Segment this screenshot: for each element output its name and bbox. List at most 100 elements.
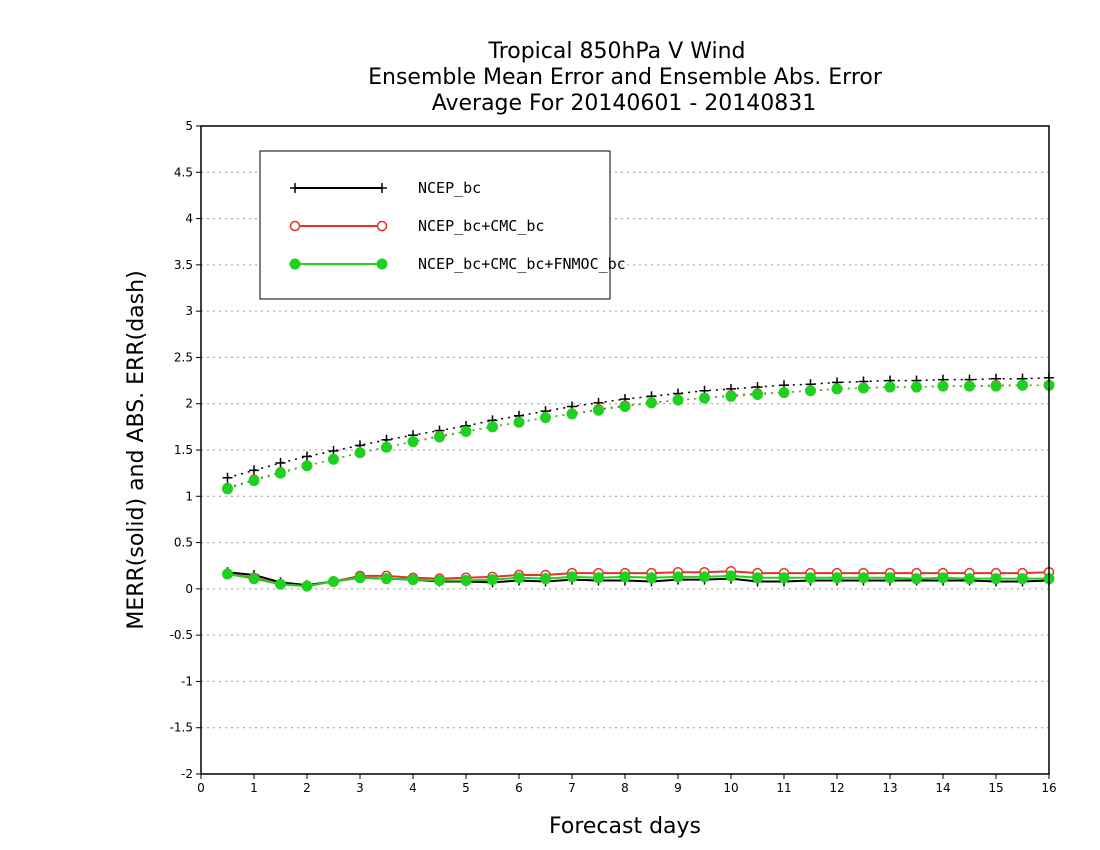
- series-3-abs-error-point: [964, 380, 975, 392]
- y-tick-label: 3.5: [174, 258, 193, 272]
- series-3-merr-point: [434, 575, 445, 587]
- legend: NCEP_bc NCEP_bc+CMC_bc NCEP_bc+CMC_bc+FNMO…: [259, 150, 626, 300]
- series-3-merr-point: [566, 571, 578, 583]
- series-3-abs-error-point: [248, 475, 260, 487]
- series-3-abs-error-point: [646, 397, 657, 409]
- legend-right-point: [376, 220, 388, 232]
- y-tick-label: 2.5: [174, 350, 193, 364]
- series-3-abs-error-point: [487, 421, 498, 433]
- series-3-merr-point: [858, 572, 869, 584]
- x-tick-label: 9: [674, 781, 682, 795]
- x-tick-label: 11: [776, 781, 791, 795]
- x-axis-label: Forecast days: [549, 814, 701, 839]
- series-3-abs-error-point: [937, 380, 949, 392]
- legend-left-point: [289, 258, 301, 270]
- x-tick-label: 3: [356, 781, 364, 795]
- plot-area: [200, 125, 1050, 775]
- series-3-merr-point: [540, 573, 551, 585]
- series-3-merr-point: [911, 573, 922, 585]
- series-3-abs-error-point: [354, 447, 366, 459]
- legend-box: [259, 150, 611, 300]
- series-3-abs-error-point: [990, 380, 1002, 392]
- series-3-merr-point: [778, 572, 790, 584]
- x-tick-label: 13: [882, 781, 897, 795]
- y-tick-label: 0: [185, 582, 193, 596]
- series-3-merr-point: [593, 572, 604, 584]
- series-3-abs-error-point: [275, 467, 286, 479]
- x-tick-label: 10: [723, 781, 738, 795]
- x-tick-label: 5: [462, 781, 470, 795]
- series-1-abs-error-point: [275, 457, 286, 468]
- series-3-abs-error-point: [328, 453, 339, 465]
- y-tick-label: 3: [185, 304, 193, 318]
- legend-label: NCEP_bc+CMC_bc+FNMOC_bc: [418, 255, 626, 273]
- legend-item-3: NCEP_bc+CMC_bc+FNMOC_bc: [289, 255, 626, 273]
- x-tick-label: 0: [197, 781, 205, 795]
- series-3-merr-point: [937, 572, 949, 584]
- y-tick-label: -0.5: [170, 628, 193, 642]
- series-3-abs-error-point: [778, 387, 790, 399]
- series-layer: [222, 372, 1055, 592]
- series-1-abs-error-point: [302, 451, 312, 462]
- series-2: [222, 379, 1055, 592]
- series-3-merr-point: [672, 571, 684, 583]
- series-3-abs-error-point: [540, 412, 551, 424]
- y-tick-label: 1.5: [174, 443, 193, 457]
- series-3-merr-point: [513, 572, 525, 584]
- series-3-abs-error-point: [460, 425, 472, 437]
- series-3-merr-point: [884, 572, 896, 584]
- y-tick-label: 0.5: [174, 536, 193, 550]
- series-3-merr-point: [619, 571, 631, 583]
- series-3-merr-point: [381, 573, 392, 585]
- series-3-merr-point: [646, 572, 657, 584]
- y-tick-label: -1: [181, 674, 193, 688]
- series-1-abs-error-point: [249, 465, 259, 476]
- legend-label: NCEP_bc: [418, 179, 481, 197]
- series-3-merr-point: [805, 572, 816, 584]
- series-3-abs-error-point: [752, 388, 763, 400]
- y-tick-label: 4.5: [174, 165, 193, 179]
- series-3-merr-point: [831, 572, 843, 584]
- series-3-abs-error-point: [381, 441, 392, 453]
- series-3-abs-error-point: [725, 390, 737, 402]
- x-tick-label: 12: [829, 781, 844, 795]
- x-tick-label: 2: [303, 781, 311, 795]
- chart-title: Tropical 850hPa V Wind Ensemble Mean Err…: [368, 39, 883, 116]
- legend-left-point: [290, 183, 300, 193]
- series-3-abs-error-point: [858, 382, 869, 394]
- series-3-abs-error-point: [672, 394, 684, 406]
- series-3-abs-error-point: [805, 385, 816, 397]
- y-tick-label: 4: [185, 212, 193, 226]
- series-3-abs-error-point: [911, 381, 922, 393]
- series-3-merr-point: [222, 568, 233, 580]
- series-3-merr-point: [725, 570, 737, 582]
- series-3-abs-error-point: [593, 404, 604, 416]
- series-3-abs-error-point: [1017, 379, 1028, 391]
- x-tick-label: 4: [409, 781, 417, 795]
- y-tick-label: -2: [181, 767, 193, 781]
- y-tick-label: 5: [185, 119, 193, 133]
- series-3-merr-point: [328, 575, 339, 587]
- x-tick-label: 16: [1041, 781, 1056, 795]
- series-1-abs-error-line: [227, 377, 1050, 479]
- series-3-merr-point: [301, 580, 313, 592]
- legend-item-2: NCEP_bc+CMC_bc: [289, 217, 544, 235]
- series-3-merr-point: [752, 572, 763, 584]
- series-3-abs-error-point: [884, 381, 896, 393]
- series-3-abs-error-point: [434, 431, 445, 443]
- series-1: [222, 372, 1054, 591]
- series-3-abs-error-point: [222, 483, 233, 495]
- x-tick-label: 14: [935, 781, 950, 795]
- x-tick-label: 1: [250, 781, 258, 795]
- series-3-abs-error-point: [619, 400, 631, 412]
- series-3-merr-point: [964, 573, 975, 585]
- title-line-2: Ensemble Mean Error and Ensemble Abs. Er…: [368, 65, 883, 90]
- series-3-merr-point: [460, 575, 472, 587]
- series-3-abs-error-line: [227, 384, 1049, 490]
- series-3: [222, 379, 1055, 592]
- x-tick-label: 15: [988, 781, 1003, 795]
- series-3-abs-error-point: [407, 436, 419, 448]
- series-3-abs-error-point: [566, 408, 578, 420]
- axis-ticks: 54.543.532.521.510.50-0.5-1-1.5-20 1 2 3 4 5 6…: [170, 119, 1057, 795]
- x-tick-label: 6: [515, 781, 523, 795]
